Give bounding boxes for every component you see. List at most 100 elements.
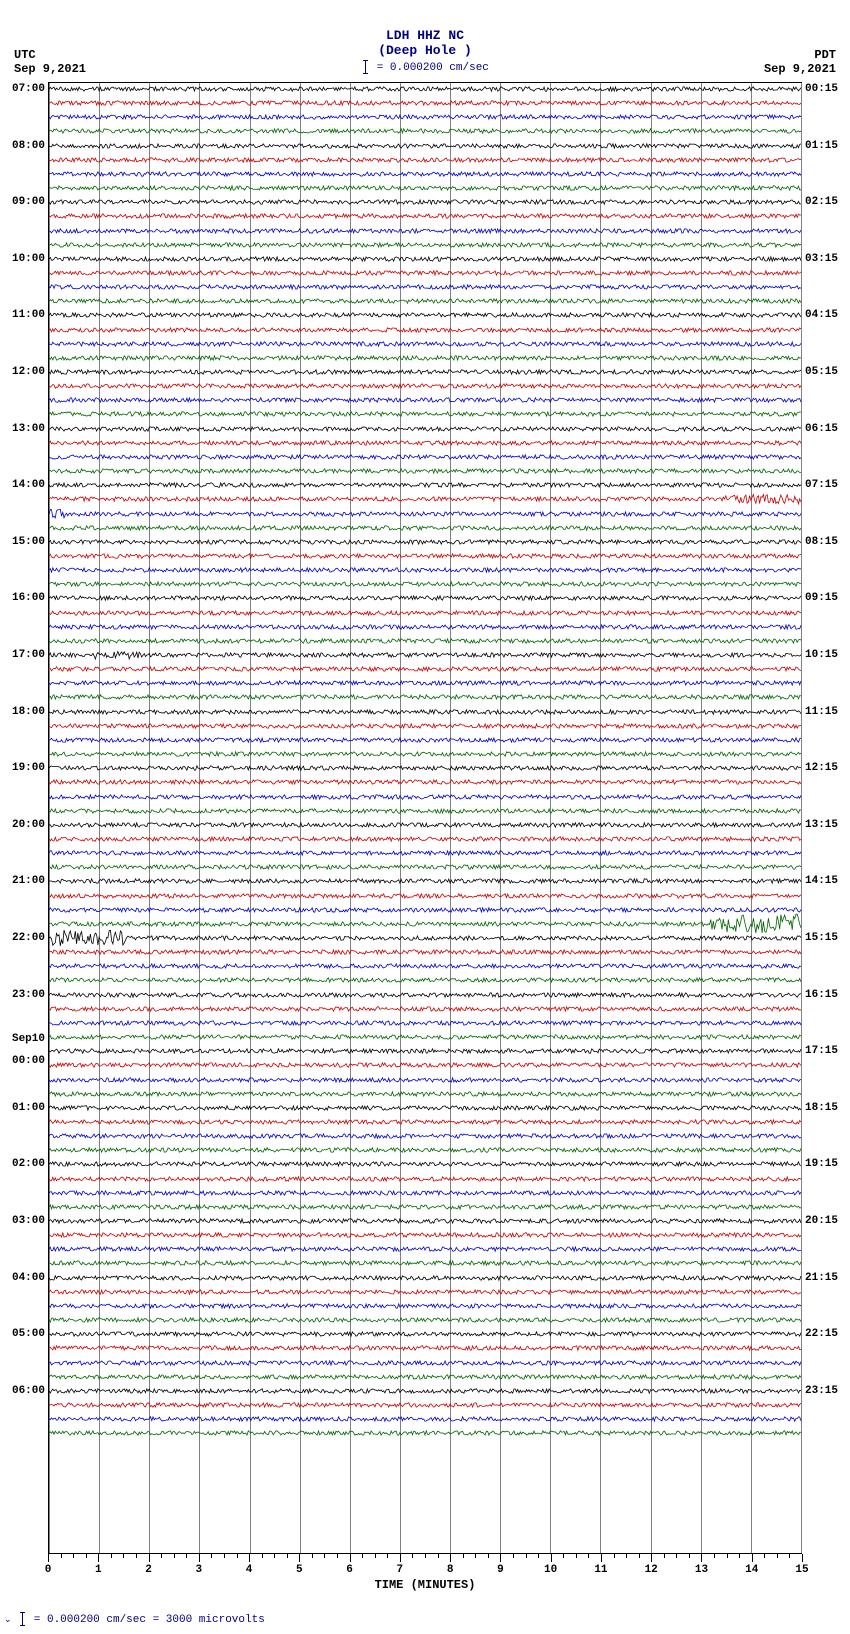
x-tick-major	[199, 1554, 200, 1562]
time-label-right: 23:15	[801, 1385, 838, 1397]
footer-tick-icon: ⌄	[4, 1615, 12, 1625]
time-label-right: 14:15	[801, 875, 838, 887]
x-tick-major	[701, 1554, 702, 1562]
time-label-left: 17:00	[12, 649, 49, 661]
x-tick-label: 14	[745, 1564, 758, 1576]
x-tick-major	[601, 1554, 602, 1562]
x-tick-label: 10	[544, 1564, 557, 1576]
x-tick-minor	[475, 1554, 476, 1558]
x-tick-major	[752, 1554, 753, 1562]
x-tick-label: 0	[45, 1564, 52, 1576]
x-tick-major	[299, 1554, 300, 1562]
x-tick-minor	[563, 1554, 564, 1558]
footer-text: = 0.000200 cm/sec = 3000 microvolts	[34, 1614, 265, 1626]
x-tick-major	[48, 1554, 49, 1562]
time-label-right: 17:15	[801, 1045, 838, 1057]
time-label-right: 03:15	[801, 253, 838, 265]
x-tick-label: 2	[145, 1564, 152, 1576]
scale-note: = 0.000200 cm/sec	[0, 60, 850, 74]
x-tick-minor	[287, 1554, 288, 1558]
station-line: LDH HHZ NC	[0, 28, 850, 43]
time-label-left: 07:00	[12, 83, 49, 95]
scale-text: = 0.000200 cm/sec	[377, 62, 489, 74]
x-tick-minor	[375, 1554, 376, 1558]
x-tick-minor	[777, 1554, 778, 1558]
x-tick-minor	[387, 1554, 388, 1558]
x-tick-minor	[174, 1554, 175, 1558]
x-tick-major	[249, 1554, 250, 1562]
time-label-left: 21:00	[12, 875, 49, 887]
x-tick-minor	[614, 1554, 615, 1558]
x-tick-minor	[425, 1554, 426, 1558]
x-tick-major	[400, 1554, 401, 1562]
scale-bar-icon	[365, 60, 366, 74]
x-tick-minor	[312, 1554, 313, 1558]
x-tick-minor	[274, 1554, 275, 1558]
x-tick-label: 4	[246, 1564, 253, 1576]
x-tick-minor	[61, 1554, 62, 1558]
x-tick-minor	[664, 1554, 665, 1558]
time-label-left: 19:00	[12, 762, 49, 774]
time-label-left: 20:00	[12, 819, 49, 831]
time-label-left: 15:00	[12, 536, 49, 548]
tz-left-label: UTC	[14, 48, 36, 62]
x-tick-label: 13	[695, 1564, 708, 1576]
footer: ⌄ = 0.000200 cm/sec = 3000 microvolts	[0, 1592, 850, 1634]
location-line: (Deep Hole )	[0, 43, 850, 58]
x-tick-major	[149, 1554, 150, 1562]
footer-scale-bar-icon	[22, 1612, 23, 1626]
x-tick-label: 1	[95, 1564, 102, 1576]
trace-svg	[49, 1418, 801, 1448]
x-tick-minor	[211, 1554, 212, 1558]
time-label-left: 12:00	[12, 366, 49, 378]
header: LDH HHZ NC (Deep Hole )	[0, 0, 850, 58]
time-label-left: 23:00	[12, 989, 49, 1001]
x-tick-minor	[714, 1554, 715, 1558]
time-label-right: 12:15	[801, 762, 838, 774]
x-tick-minor	[161, 1554, 162, 1558]
x-tick-minor	[526, 1554, 527, 1558]
time-label-right: 10:15	[801, 649, 838, 661]
x-tick-minor	[73, 1554, 74, 1558]
time-label-right: 09:15	[801, 592, 838, 604]
x-tick-minor	[789, 1554, 790, 1558]
x-tick-minor	[136, 1554, 137, 1558]
time-label-right: 18:15	[801, 1102, 838, 1114]
x-tick-minor	[488, 1554, 489, 1558]
time-label-left: 04:00	[12, 1272, 49, 1284]
time-label-left: 10:00	[12, 253, 49, 265]
x-tick-major	[450, 1554, 451, 1562]
time-label-left: 06:00	[12, 1385, 49, 1397]
x-tick-label: 3	[195, 1564, 202, 1576]
time-label-right: 13:15	[801, 819, 838, 831]
x-tick-minor	[727, 1554, 728, 1558]
time-label-right: 04:15	[801, 309, 838, 321]
time-label-right: 08:15	[801, 536, 838, 548]
time-label-left: 16:00	[12, 592, 49, 604]
time-label-right: 16:15	[801, 989, 838, 1001]
x-tick-major	[651, 1554, 652, 1562]
x-tick-label: 12	[645, 1564, 658, 1576]
time-label-left: 18:00	[12, 706, 49, 718]
x-tick-minor	[324, 1554, 325, 1558]
time-label-left: 13:00	[12, 423, 49, 435]
x-tick-minor	[412, 1554, 413, 1558]
x-tick-minor	[689, 1554, 690, 1558]
time-label-right: 19:15	[801, 1158, 838, 1170]
time-label-left: 22:00	[12, 932, 49, 944]
x-tick-minor	[513, 1554, 514, 1558]
x-tick-minor	[438, 1554, 439, 1558]
x-tick-label: 15	[795, 1564, 808, 1576]
time-label-left: 02:00	[12, 1158, 49, 1170]
time-label-right: 00:15	[801, 83, 838, 95]
time-label-left: 08:00	[12, 140, 49, 152]
seismogram-page: UTC Sep 9,2021 PDT Sep 9,2021 LDH HHZ NC…	[0, 0, 850, 1634]
x-tick-label: 9	[497, 1564, 504, 1576]
tz-right-label: PDT	[814, 48, 836, 62]
time-label-left: 05:00	[12, 1328, 49, 1340]
x-tick-major	[98, 1554, 99, 1562]
x-axis: TIME (MINUTES) 0123456789101112131415	[48, 1554, 802, 1592]
time-label-right: 20:15	[801, 1215, 838, 1227]
x-axis-title: TIME (MINUTES)	[48, 1578, 802, 1592]
trace-row	[49, 1433, 801, 1434]
